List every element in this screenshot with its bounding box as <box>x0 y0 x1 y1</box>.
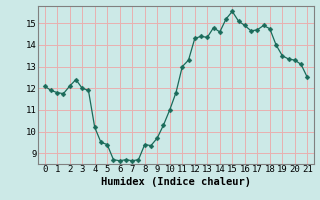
X-axis label: Humidex (Indice chaleur): Humidex (Indice chaleur) <box>101 177 251 187</box>
